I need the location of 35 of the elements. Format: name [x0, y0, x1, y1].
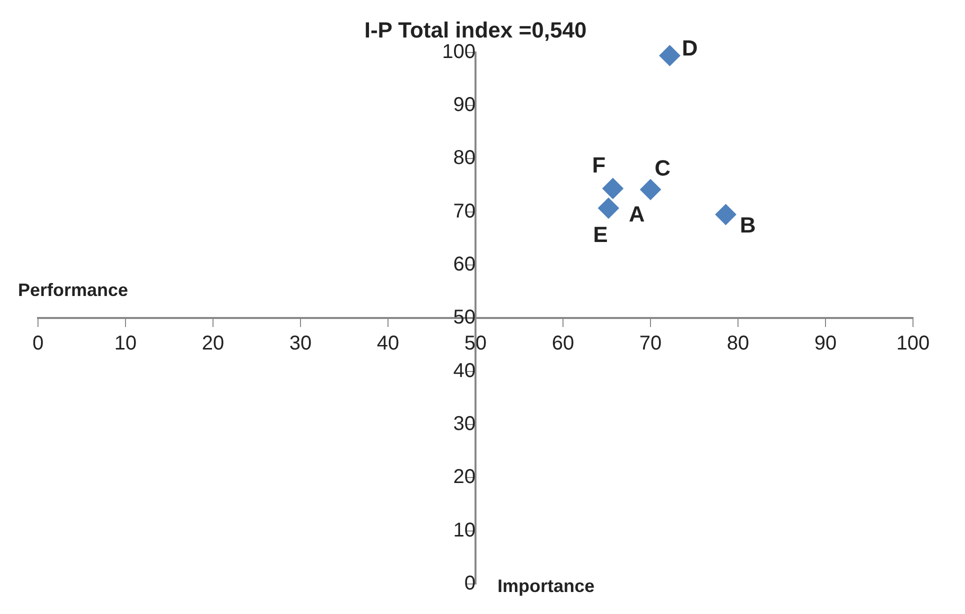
x-tick-label: 80: [726, 332, 750, 355]
annotation: C: [654, 156, 671, 181]
y-tick-label: 90: [453, 94, 476, 116]
annotation: E: [593, 222, 608, 248]
y-tick-label: 70: [453, 200, 476, 222]
chart-title: I-P Total index =0,540: [364, 17, 587, 42]
point: [640, 179, 661, 200]
annotation: A: [628, 202, 645, 227]
annotation: F: [592, 152, 606, 178]
y-tick-label: 10: [453, 519, 476, 542]
y-tick-label: 20: [453, 466, 476, 488]
x-tick-label: 20: [202, 332, 224, 355]
x-tick-label: 10: [114, 332, 137, 355]
x-tick-label: 0: [32, 332, 44, 355]
y-tick-label: 30: [453, 413, 476, 436]
y-tick-label: 50: [453, 306, 476, 329]
point: [715, 204, 736, 226]
x-tick-label: 90: [814, 332, 837, 355]
y-tick-label: 80: [453, 147, 476, 170]
point: [598, 198, 619, 219]
x-tick-label: 60: [552, 332, 574, 355]
y-axis-title: Performance: [18, 280, 128, 300]
x-tick-label: 40: [376, 332, 400, 355]
point: [659, 45, 680, 66]
y-tick-label: 100: [442, 40, 476, 63]
x-axis-title: Importance: [498, 576, 595, 596]
annotation: D: [682, 36, 698, 61]
y-tick-label: 60: [453, 254, 476, 276]
x-tick-label: 100: [896, 332, 930, 355]
point: [602, 178, 624, 199]
annotation: B: [740, 212, 756, 238]
y-tick-label: 40: [453, 360, 476, 382]
x-tick-label: 30: [289, 332, 312, 355]
y-tick-label: 0: [464, 572, 476, 595]
x-tick-label: 70: [639, 332, 662, 355]
